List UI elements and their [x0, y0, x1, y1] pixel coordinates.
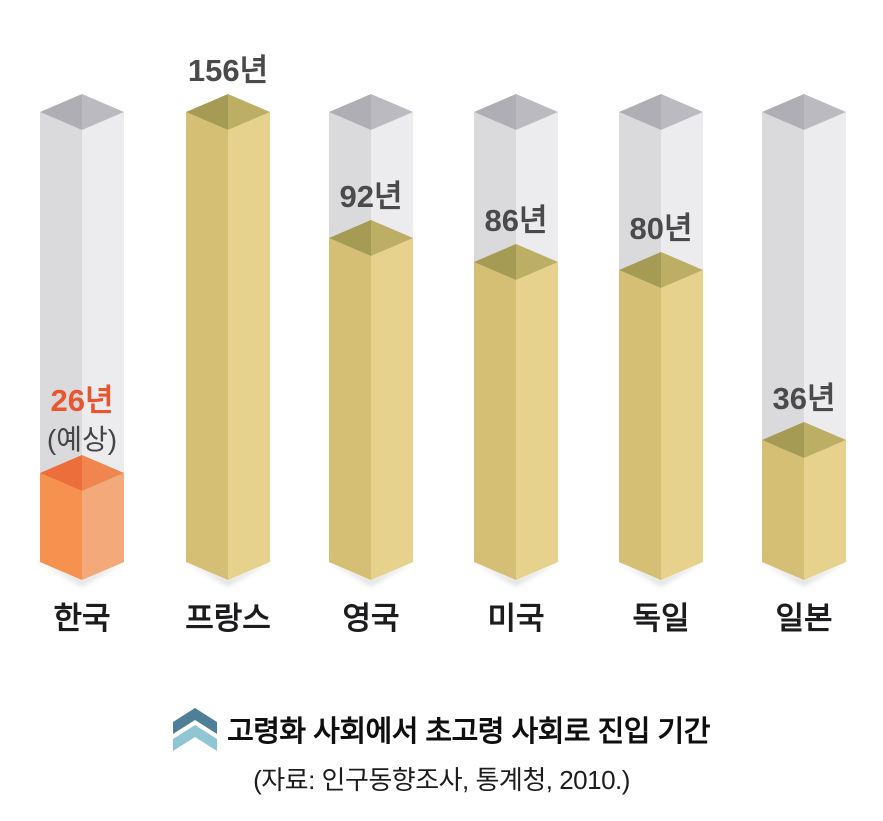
bar-5-fill-top-right	[804, 422, 846, 458]
country-label-한국: 한국	[53, 601, 110, 636]
value-label-독일: 80년	[629, 211, 692, 246]
bar-0-fill-left-face	[40, 473, 82, 580]
bar-미국	[472, 94, 560, 587]
double-chevron-up-icon	[173, 708, 218, 751]
value-label-영국: 92년	[339, 179, 402, 214]
bar-독일	[617, 94, 705, 587]
bar-5-gray-top-left	[762, 94, 804, 130]
bar-5-shadow	[760, 561, 848, 587]
bar-5-gray-top-right	[804, 94, 846, 130]
country-label-일본: 일본	[775, 601, 832, 636]
bar-2-gray-top-left	[329, 94, 371, 130]
value-label-일본: 36년	[772, 381, 835, 416]
bar-4-shadow	[617, 561, 705, 587]
bar-5-fill-right-face	[804, 440, 846, 580]
bar-0-fill-top-right	[82, 455, 124, 491]
bar-0-gray-top-right	[82, 94, 124, 130]
bar-4-gray-top-right	[661, 94, 703, 130]
bar-2-fill-top-left	[329, 220, 371, 256]
chart-source: (자료: 인구동향조사, 통계청, 2010.)	[253, 765, 630, 795]
bar-4-fill-top-right	[661, 252, 703, 288]
bar-2-shadow	[327, 561, 415, 587]
bar-프랑스	[184, 94, 272, 587]
bars-layer	[38, 94, 848, 587]
bar-1-fill-left-face	[186, 112, 228, 580]
bar-2-fill-right-face	[371, 238, 413, 580]
bar-한국	[38, 94, 126, 587]
bar-2-fill-left-face	[329, 238, 371, 580]
bar-0-fill-top-left	[40, 455, 82, 491]
bar-3-gray-top-right	[516, 94, 558, 130]
country-label-프랑스: 프랑스	[185, 601, 271, 636]
country-label-영국: 영국	[342, 601, 399, 636]
bar-1-fill-top-left	[186, 94, 228, 130]
bar-2-gray-top-right	[371, 94, 413, 130]
chart-caption: 고령화 사회에서 초고령 사회로 진입 기간	[0, 704, 883, 754]
value-label-미국: 86년	[484, 203, 547, 238]
bar-4-fill-top-left	[619, 252, 661, 288]
bar-0-shadow	[38, 561, 126, 587]
bar-일본	[760, 94, 848, 587]
bar-2-fill-top-right	[371, 220, 413, 256]
chevron-up-top	[173, 708, 218, 734]
value-label-프랑스: 156년	[188, 53, 268, 88]
bar-0-fill-right-face	[82, 473, 124, 580]
country-label-독일: 독일	[632, 601, 689, 636]
country-label-미국: 미국	[487, 601, 544, 636]
bar-3-fill-top-right	[516, 244, 558, 280]
bar-5-fill-left-face	[762, 440, 804, 580]
bar-1-shadow	[184, 561, 272, 587]
value-note-한국: (예상)	[47, 424, 117, 455]
value-label-한국: 26년	[50, 383, 113, 418]
bar-3-gray-top-left	[474, 94, 516, 130]
bar-4-fill-right-face	[661, 270, 703, 580]
bar-1-fill-right-face	[228, 112, 270, 580]
bar-3-fill-left-face	[474, 262, 516, 580]
bar-0-gray-top-left	[40, 94, 82, 130]
chevron-up-bottom	[173, 725, 218, 751]
bar-3-shadow	[472, 561, 560, 587]
bar-3-fill-top-left	[474, 244, 516, 280]
bar-3-fill-right-face	[516, 262, 558, 580]
bar-4-fill-left-face	[619, 270, 661, 580]
bar-영국	[327, 94, 415, 587]
bar-4-gray-top-left	[619, 94, 661, 130]
bar-5-fill-top-left	[762, 422, 804, 458]
bar-1-fill-top-right	[228, 94, 270, 130]
chart-title: 고령화 사회에서 초고령 사회로 진입 기간	[227, 716, 710, 748]
